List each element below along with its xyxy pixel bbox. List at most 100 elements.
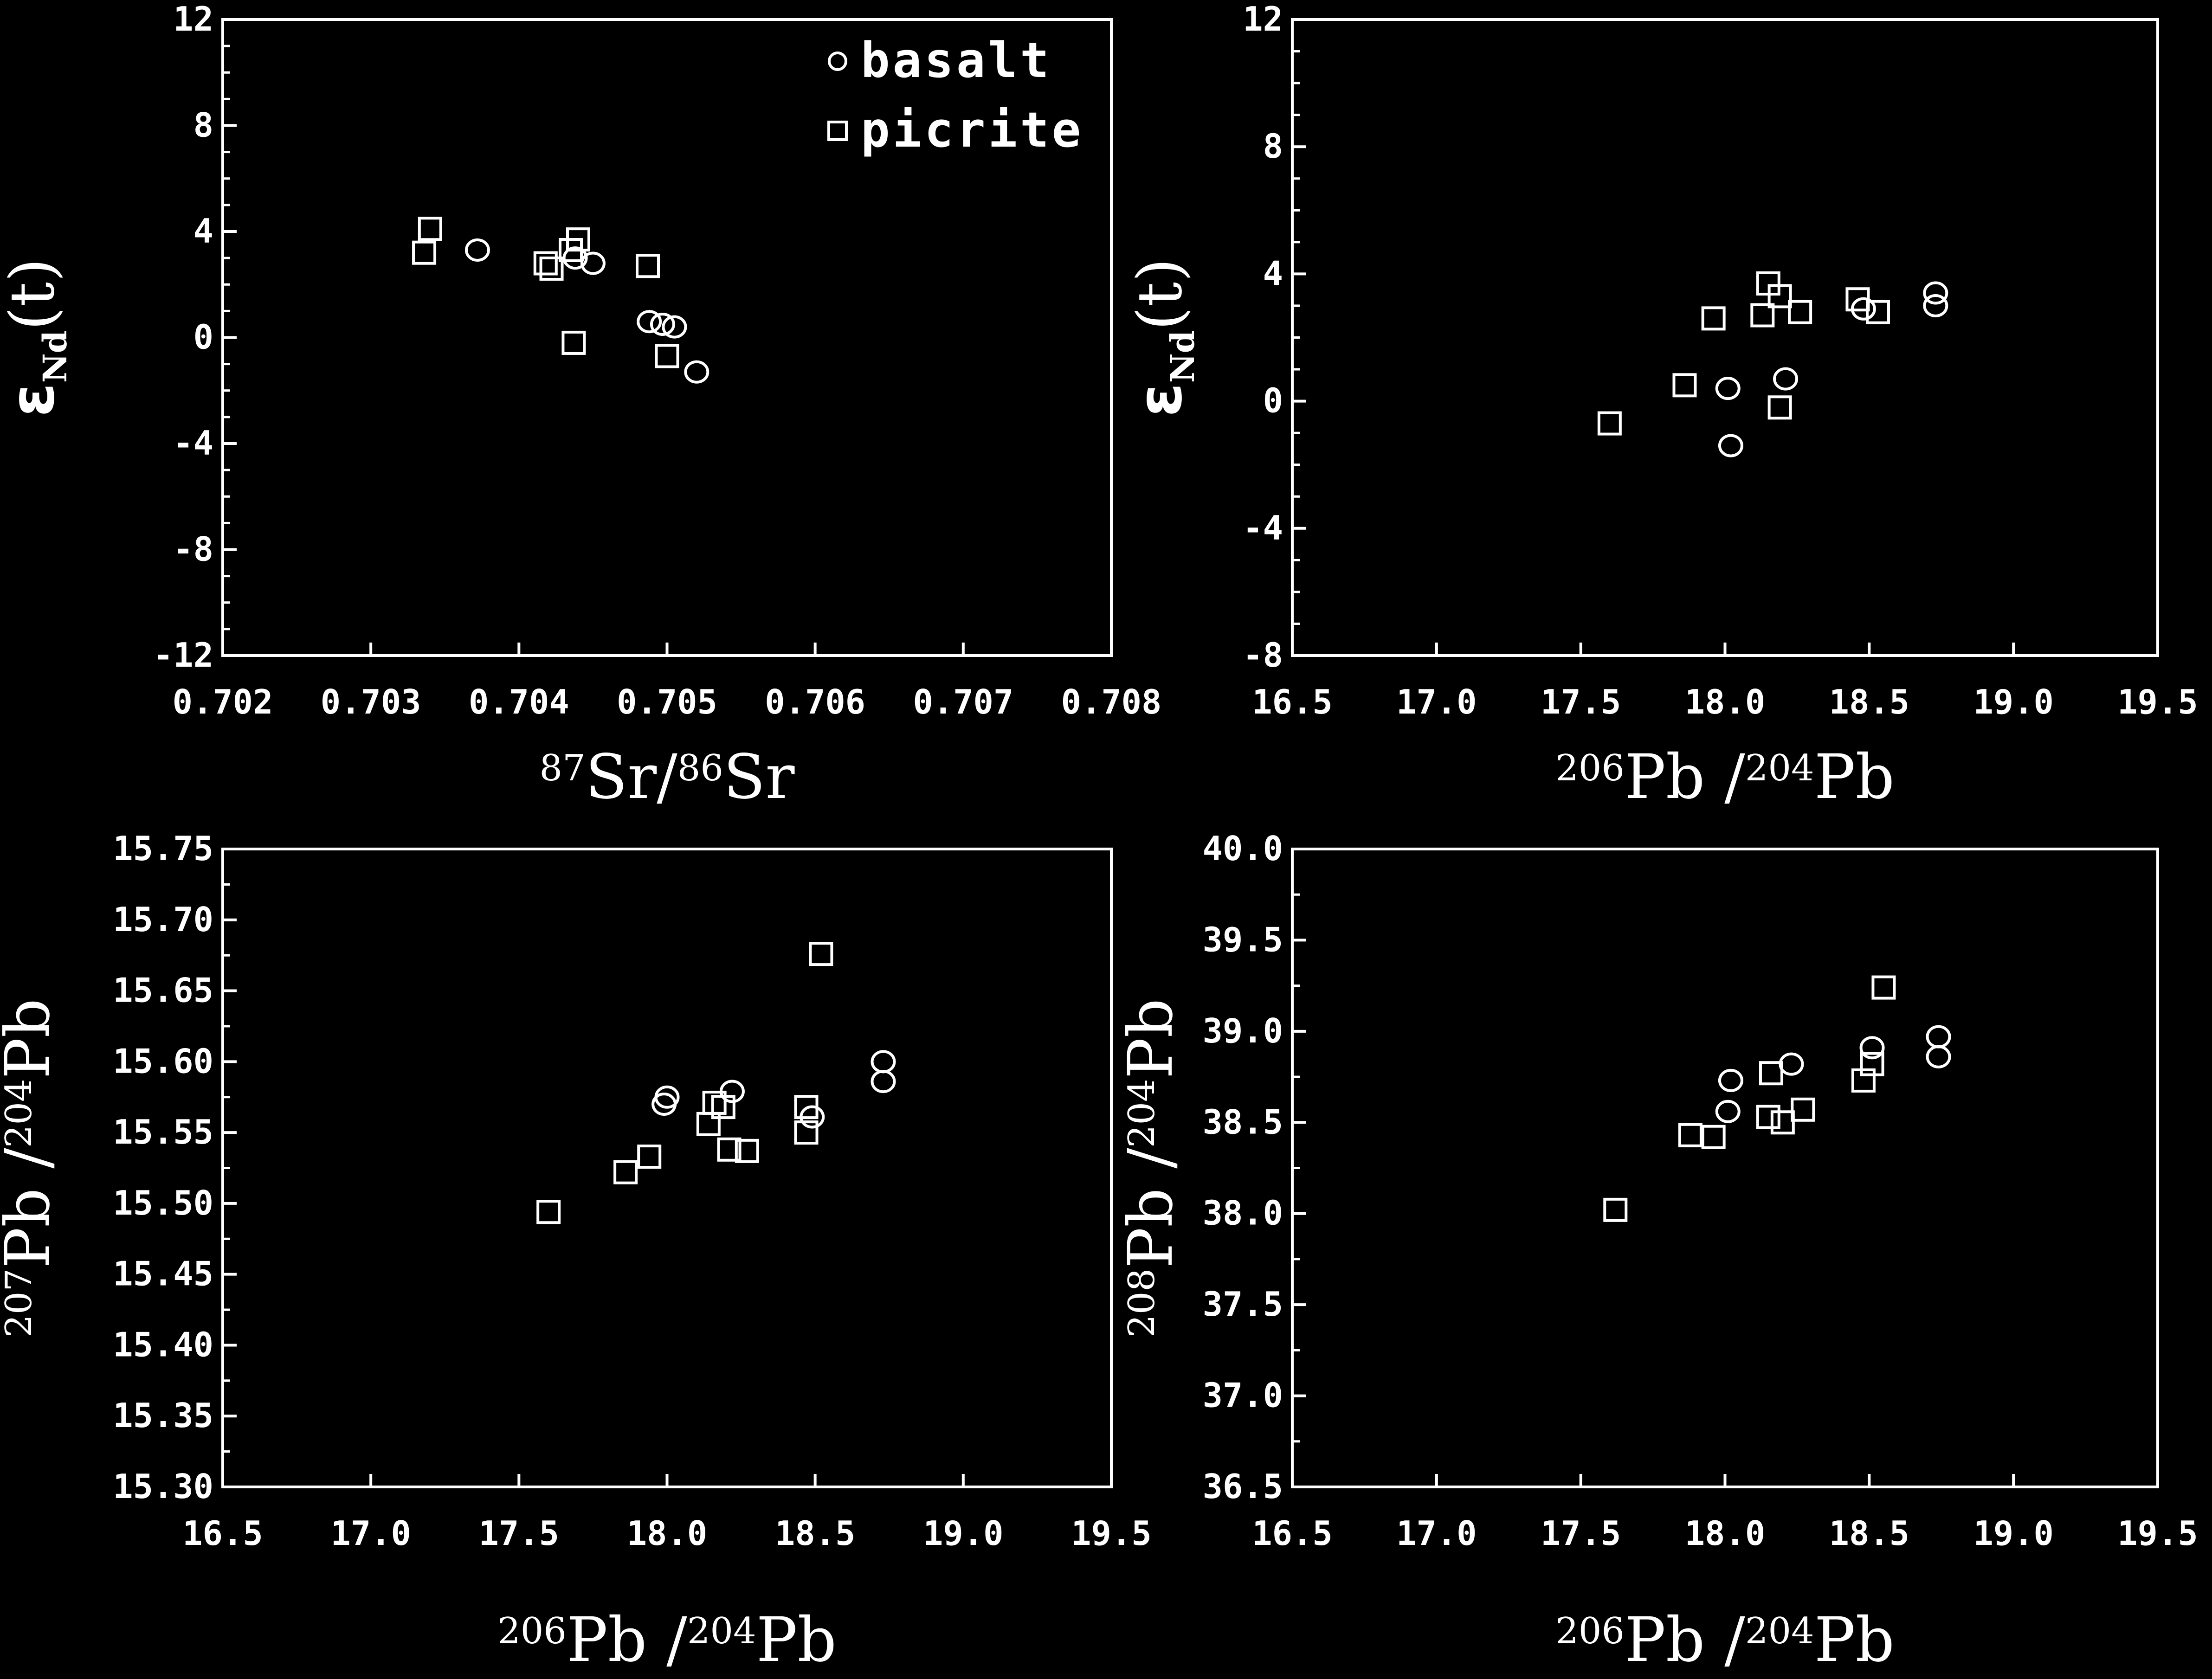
y-tick-label: 15.35 bbox=[113, 1396, 213, 1435]
data-point-picrite bbox=[533, 251, 558, 276]
data-point-picrite bbox=[702, 1090, 727, 1115]
series-basalt bbox=[464, 238, 709, 384]
series-picrite bbox=[1603, 975, 1896, 1222]
data-point-picrite bbox=[412, 240, 437, 265]
data-point-picrite bbox=[1845, 287, 1870, 312]
data-point-picrite bbox=[1871, 975, 1896, 1000]
panel-1: 0.702 0.703 0.704 0.705 0.706 0.707 0.708 -12 -8… bbox=[0, 0, 1161, 813]
y-tick-label: -8 bbox=[1243, 636, 1283, 675]
panel-2: 16.5 17.0 17.5 18.0 18.5 19.0 19.5 -8 -4 0 4 8 12 206… bbox=[1124, 0, 2198, 813]
legend: basalt picrite bbox=[827, 32, 1083, 158]
y-tick-label: 40.0 bbox=[1203, 829, 1283, 868]
data-point-basalt bbox=[1718, 434, 1743, 457]
data-point-picrite bbox=[1701, 306, 1726, 331]
x-tick-label: 18.0 bbox=[627, 1514, 707, 1553]
x-tick-label: 18.0 bbox=[1685, 1514, 1765, 1553]
data-point-picrite bbox=[1759, 1061, 1783, 1086]
y-tick-label: 36.5 bbox=[1203, 1467, 1283, 1506]
y-tick-label: 0 bbox=[1263, 381, 1283, 420]
data-point-picrite bbox=[1603, 1197, 1628, 1222]
y-axis-label: εNd(t) bbox=[0, 258, 74, 417]
x-axis-label: 206Pb /204Pb bbox=[1555, 741, 1895, 813]
x-tick-label: 19.5 bbox=[1071, 1514, 1151, 1553]
data-point-basalt bbox=[871, 1070, 896, 1094]
data-point-picrite bbox=[711, 1095, 735, 1119]
data-point-picrite bbox=[1791, 1097, 1815, 1122]
legend-label-basalt: basalt bbox=[861, 32, 1052, 89]
x-tick-label: 17.5 bbox=[1541, 1514, 1621, 1553]
y-tick-label: 15.70 bbox=[113, 900, 213, 939]
y-tick-label: 15.55 bbox=[113, 1113, 213, 1151]
y-tick-label: -4 bbox=[173, 424, 213, 463]
data-point-basalt bbox=[1923, 294, 1948, 317]
legend-label-picrite: picrite bbox=[861, 102, 1083, 158]
y-tick-label: 8 bbox=[193, 106, 213, 145]
series-picrite bbox=[412, 217, 679, 368]
y-tick-label: 0 bbox=[193, 318, 213, 357]
data-point-basalt bbox=[651, 1093, 677, 1116]
x-tick-label: 16.5 bbox=[1252, 1514, 1332, 1553]
legend-marker-basalt bbox=[828, 51, 847, 71]
x-tick-label: 0.704 bbox=[469, 682, 569, 721]
x-tick-label: 19.0 bbox=[923, 1514, 1003, 1553]
x-tick-label: 0.706 bbox=[765, 682, 865, 721]
x-tick-label: 19.5 bbox=[2117, 682, 2198, 721]
data-point-basalt bbox=[662, 315, 687, 339]
data-point-basalt bbox=[1773, 367, 1799, 391]
data-point-picrite bbox=[1750, 303, 1775, 328]
y-tick-label: 38.0 bbox=[1203, 1194, 1283, 1233]
data-point-picrite bbox=[1701, 1125, 1726, 1149]
x-tick-label: 0.707 bbox=[913, 682, 1013, 721]
y-tick-label: -4 bbox=[1243, 508, 1283, 547]
data-point-picrite bbox=[1672, 373, 1697, 398]
y-tick-label: -12 bbox=[153, 636, 213, 675]
x-tick-label: 17.5 bbox=[1541, 682, 1621, 721]
data-point-basalt bbox=[1715, 377, 1741, 400]
y-tick-label: 15.60 bbox=[113, 1042, 213, 1081]
y-axis-label: 207Pb /204Pb bbox=[0, 998, 64, 1338]
y-tick-label: 12 bbox=[173, 0, 213, 39]
x-tick-label: 0.708 bbox=[1061, 682, 1162, 721]
data-point-picrite bbox=[717, 1137, 742, 1162]
data-point-basalt bbox=[684, 360, 709, 384]
data-point-basalt bbox=[1859, 1036, 1885, 1060]
y-axis-label: 208Pb /204Pb bbox=[1115, 998, 1187, 1338]
data-point-picrite bbox=[1767, 284, 1792, 309]
data-point-picrite bbox=[794, 1095, 819, 1119]
y-axis-label: εNd(t) bbox=[1124, 258, 1202, 417]
y-tick-label: 37.5 bbox=[1203, 1285, 1283, 1324]
y-tick-label: 39.0 bbox=[1203, 1011, 1283, 1050]
series-picrite bbox=[1597, 271, 1890, 436]
x-tick-label: 17.0 bbox=[1396, 682, 1477, 721]
x-tick-label: 19.0 bbox=[1973, 682, 2053, 721]
x-tick-label: 18.5 bbox=[775, 1514, 855, 1553]
data-point-basalt bbox=[637, 310, 662, 334]
x-tick-label: 0.702 bbox=[173, 682, 273, 721]
data-point-picrite bbox=[539, 256, 564, 281]
y-tick-label: 15.45 bbox=[113, 1254, 213, 1293]
x-tick-label: 18.5 bbox=[1829, 1514, 1909, 1553]
x-tick-label: 16.5 bbox=[182, 1514, 263, 1553]
data-point-picrite bbox=[536, 1200, 561, 1224]
y-tick-label: 37.0 bbox=[1203, 1376, 1283, 1415]
data-point-picrite bbox=[1860, 1052, 1884, 1076]
data-point-picrite bbox=[1678, 1123, 1703, 1147]
data-point-picrite bbox=[613, 1160, 638, 1184]
y-tick-label: -8 bbox=[173, 530, 213, 569]
data-point-picrite bbox=[1597, 411, 1622, 436]
data-point-picrite bbox=[1756, 1105, 1780, 1129]
data-point-picrite bbox=[637, 1145, 662, 1169]
data-point-picrite bbox=[655, 344, 679, 368]
data-point-picrite bbox=[809, 942, 833, 966]
x-axis-label: 87Sr/86Sr bbox=[539, 741, 795, 813]
data-point-basalt bbox=[1715, 1100, 1741, 1123]
x-tick-label: 0.703 bbox=[321, 682, 421, 721]
data-point-picrite bbox=[1767, 395, 1792, 420]
x-axis-label: 206Pb /204Pb bbox=[497, 1604, 837, 1676]
panel-3: 16.5 17.0 17.5 18.0 18.5 19.0 19.5 15.30 15.35 15… bbox=[0, 829, 1152, 1676]
panel-4: 16.5 17.0 17.5 18.0 18.5 19.0 19.5 36.5 37.0 37.5… bbox=[1115, 829, 2198, 1676]
y-tick-label: 4 bbox=[193, 212, 213, 251]
data-point-picrite bbox=[418, 217, 442, 241]
data-point-basalt bbox=[1926, 1045, 1951, 1068]
